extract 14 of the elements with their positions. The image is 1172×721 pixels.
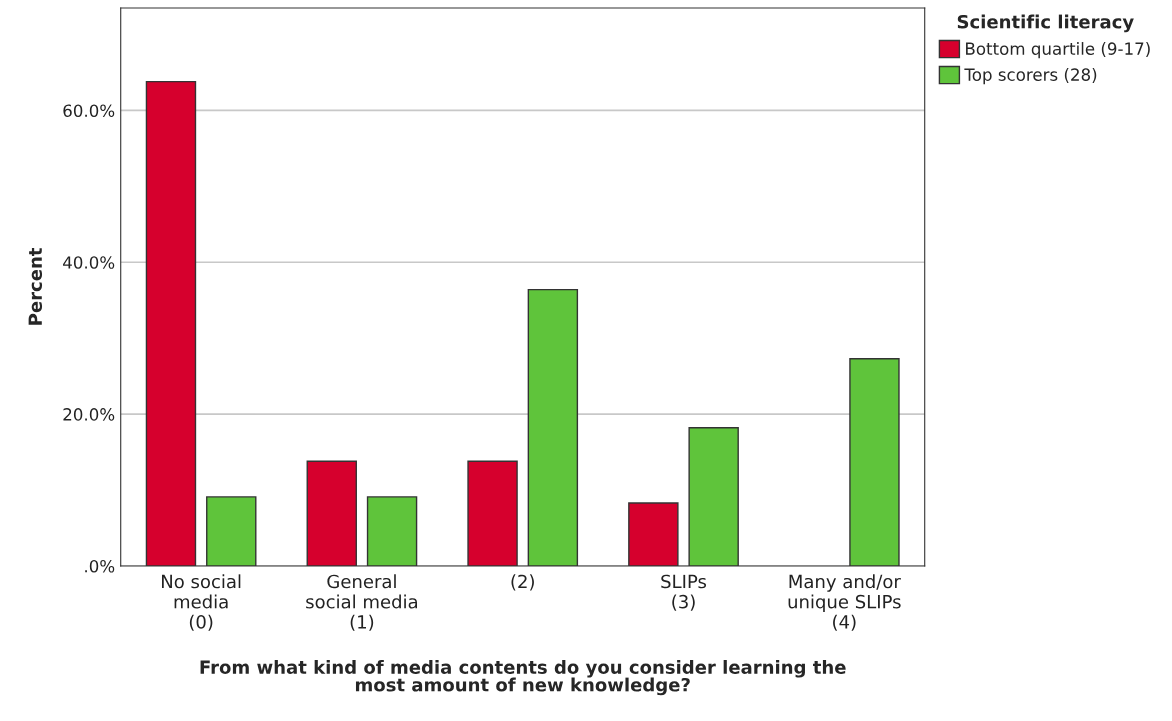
legend-label: Bottom quartile (9-17)	[966, 42, 1150, 59]
y-tick-label: 20.0%	[63, 408, 115, 421]
y-tick-label: 40.0%	[63, 256, 115, 269]
x-tick-label: SLIPs (3)	[661, 574, 707, 611]
y-tick-label: 60.0%	[63, 104, 115, 117]
y-axis-title: Percent	[28, 247, 43, 325]
y-tick-label: .0%	[85, 559, 115, 573]
x-tick-label: (2)	[511, 574, 534, 591]
x-tick-label: General social media (1)	[306, 574, 417, 631]
x-axis-title: From what kind of media contents do you consider learning the most amount of new knowledge?	[200, 660, 846, 696]
legend-title: Scientific literacy	[957, 14, 1134, 33]
legend-label: Top scorers (28)	[964, 68, 1097, 85]
x-tick-label: No social media (0)	[162, 574, 241, 631]
x-tick-label: Many and/or unique SLIPs (4)	[788, 574, 901, 631]
